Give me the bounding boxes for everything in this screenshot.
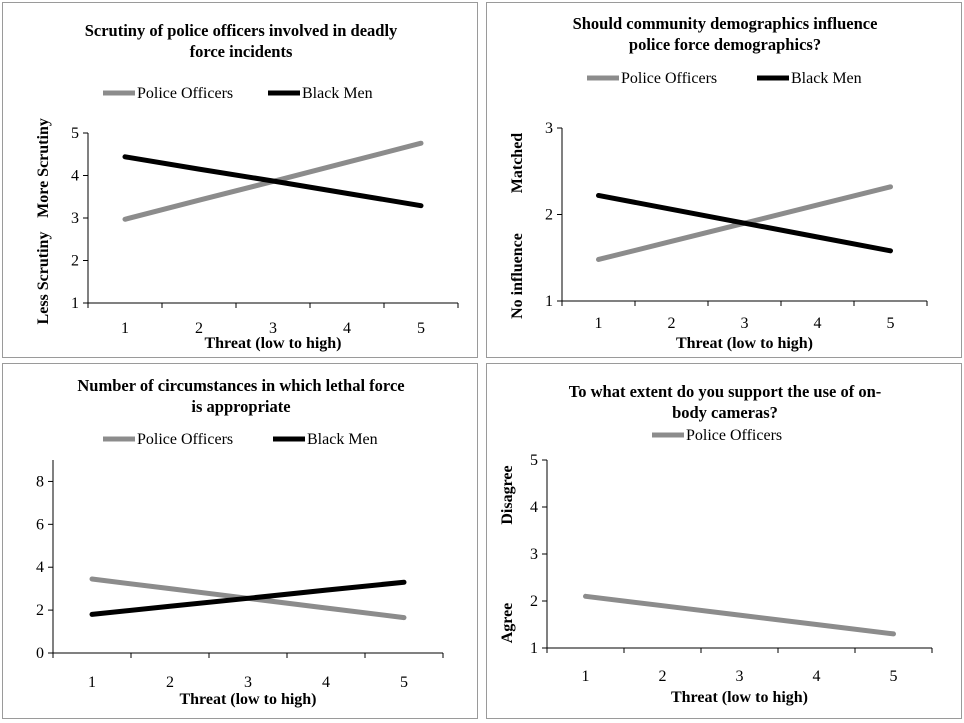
chart-svg: Scrutiny of police officers involved in … (35, 21, 459, 352)
y-tick-label: 1 (545, 293, 553, 310)
y-tick-label: 4 (36, 559, 44, 576)
legend-label: Police Officers (137, 85, 233, 102)
y-tick-label: 2 (530, 593, 538, 610)
y-tick-label: 6 (36, 516, 44, 533)
y-tick-label: 0 (36, 645, 44, 662)
y-axis-label-bottom: Agree (499, 603, 516, 644)
x-tick-label: 1 (88, 674, 96, 691)
legend-label: Black Men (791, 70, 862, 87)
x-tick-label: 2 (166, 674, 174, 691)
y-tick-label: 2 (36, 602, 44, 619)
y-tick-label: 3 (545, 120, 553, 137)
chart-svg: Number of circumstances in which lethal … (36, 376, 444, 708)
x-tick-label: 4 (813, 668, 821, 685)
chart-title-line: Should community demographics influence (573, 14, 878, 33)
x-tick-label: 3 (741, 315, 749, 332)
legend-label: Police Officers (686, 427, 782, 444)
y-tick-label: 4 (530, 499, 538, 516)
y-axis-label-top: Disagree (499, 465, 516, 524)
y-axis-label-top: Matched (509, 133, 526, 194)
chart-panel-body-cameras: To what extent do you support the use of… (486, 363, 962, 719)
y-axis-label-bottom: No influence (509, 233, 526, 319)
chart-svg: Should community demographics influence p… (509, 14, 928, 352)
legend-label: Black Men (307, 431, 378, 448)
chart-title-line: police force demographics? (629, 35, 821, 54)
x-axis-label: Threat (low to high) (204, 335, 341, 352)
x-tick-label: 3 (244, 674, 252, 691)
y-axis-label-bottom: Less Scrutiny (35, 232, 52, 325)
x-tick-label: 2 (668, 315, 676, 332)
x-tick-label: 5 (887, 315, 895, 332)
x-axis-label: Threat (low to high) (179, 691, 316, 708)
chart-title-line: is appropriate (191, 397, 290, 416)
series-line-black-men (89, 579, 407, 617)
y-tick-label: 3 (71, 210, 79, 227)
x-tick-label: 4 (343, 320, 351, 337)
x-tick-label: 2 (659, 668, 667, 685)
chart-panel-scrutiny: Scrutiny of police officers involved in … (2, 2, 478, 358)
chart-title-line: Number of circumstances in which lethal … (77, 376, 404, 395)
x-tick-label: 5 (400, 674, 408, 691)
y-tick-label: 4 (71, 168, 79, 185)
chart-title-line: force incidents (190, 42, 293, 61)
y-tick-label: 2 (545, 207, 553, 224)
y-tick-label: 5 (530, 452, 538, 469)
x-tick-label: 1 (595, 315, 603, 332)
y-tick-label: 1 (71, 295, 79, 312)
x-tick-label: 1 (121, 320, 129, 337)
chart-title-line: To what extent do you support the use of… (569, 382, 881, 401)
x-tick-label: 5 (417, 320, 425, 337)
series-line-black-men (596, 192, 893, 254)
chart-panel-lethal-force: Number of circumstances in which lethal … (2, 363, 478, 719)
x-tick-label: 3 (736, 668, 744, 685)
x-tick-label: 3 (269, 320, 277, 337)
chart-title-line: body cameras? (672, 403, 778, 422)
y-tick-label: 2 (71, 253, 79, 270)
x-axis-label: Threat (low to high) (676, 335, 813, 352)
chart-svg: To what extent do you support the use of… (499, 382, 933, 706)
x-tick-label: 5 (890, 668, 898, 685)
x-tick-label: 2 (195, 320, 203, 337)
legend-label: Police Officers (137, 431, 233, 448)
y-tick-label: 5 (71, 125, 79, 142)
x-axis-label: Threat (low to high) (671, 689, 808, 706)
y-tick-label: 8 (36, 473, 44, 490)
y-tick-label: 3 (530, 546, 538, 563)
series-line-black-men (122, 154, 424, 209)
chart-title-line: Scrutiny of police officers involved in … (85, 21, 398, 40)
chart-panel-demographics: Should community demographics influence p… (486, 2, 962, 358)
x-tick-label: 4 (814, 315, 822, 332)
legend-label: Police Officers (621, 70, 717, 87)
x-tick-label: 1 (582, 668, 590, 685)
legend-label: Black Men (302, 85, 373, 102)
y-tick-label: 1 (530, 640, 538, 657)
x-tick-label: 4 (322, 674, 330, 691)
series-line-police-officers (583, 593, 896, 637)
y-axis-label-top: More Scrutiny (35, 118, 52, 218)
